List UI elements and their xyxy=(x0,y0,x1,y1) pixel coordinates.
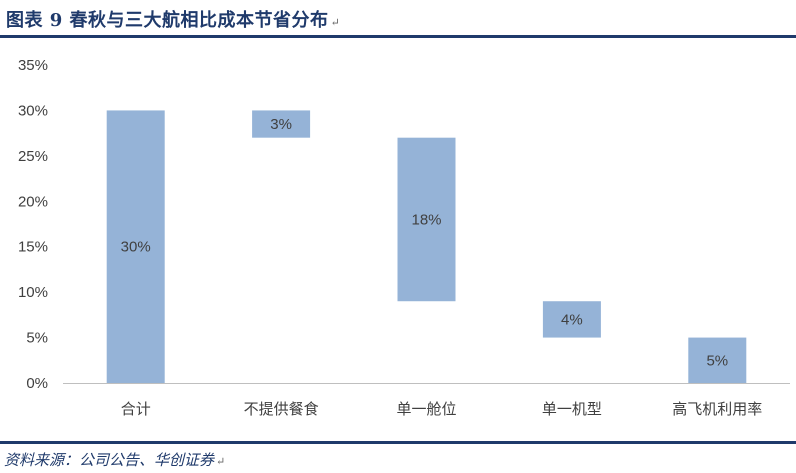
bar xyxy=(106,110,165,383)
y-tick-label: 20% xyxy=(18,193,48,210)
source-note: 资料来源：公司公告、华创证券 ↵ xyxy=(4,449,225,470)
waterfall-chart: 0% 5% 10% 15% 20% 25% 30% 35% 30% 3% 18% 4% 5% 合计 不提… xyxy=(18,57,790,418)
data-label: 4% xyxy=(561,311,583,328)
figure-title: 图表 9 春秋与三大航相比成本节省分布 ↵ xyxy=(6,6,340,32)
y-tick-label: 15% xyxy=(18,239,48,256)
x-tick-label: 单一机型 xyxy=(542,400,602,418)
bar xyxy=(542,301,601,338)
bar-series: 30% 3% 18% 4% 5% xyxy=(106,110,747,383)
paragraph-mark-icon: ↵ xyxy=(216,455,226,468)
source-note-text: 资料来源：公司公告、华创证券 xyxy=(4,451,215,469)
x-tick-label: 合计 xyxy=(121,400,151,418)
y-tick-label: 10% xyxy=(18,284,48,301)
bar xyxy=(397,137,456,302)
x-tick-label: 单一舱位 xyxy=(396,400,456,418)
paragraph-mark-icon: ↵ xyxy=(330,16,341,29)
title-divider xyxy=(0,35,796,38)
y-tick-label: 5% xyxy=(26,330,48,347)
figure-title-text: 图表 9 春秋与三大航相比成本节省分布 xyxy=(6,10,329,31)
y-tick-label: 0% xyxy=(26,375,48,392)
data-label: 5% xyxy=(706,352,728,369)
data-label: 18% xyxy=(411,211,441,228)
y-axis: 0% 5% 10% 15% 20% 25% 30% 35% xyxy=(18,57,48,392)
x-tick-label: 不提供餐食 xyxy=(244,400,319,418)
bar xyxy=(688,337,747,383)
source-divider xyxy=(0,441,796,444)
y-tick-label: 25% xyxy=(18,148,48,165)
y-tick-label: 30% xyxy=(18,102,48,119)
data-label: 30% xyxy=(121,239,151,256)
data-label: 3% xyxy=(270,116,292,133)
x-tick-label: 高飞机利用率 xyxy=(672,400,762,418)
bar xyxy=(252,110,311,138)
y-tick-label: 35% xyxy=(18,57,48,74)
x-axis: 合计 不提供餐食 单一舱位 单一机型 高飞机利用率 xyxy=(121,400,763,418)
